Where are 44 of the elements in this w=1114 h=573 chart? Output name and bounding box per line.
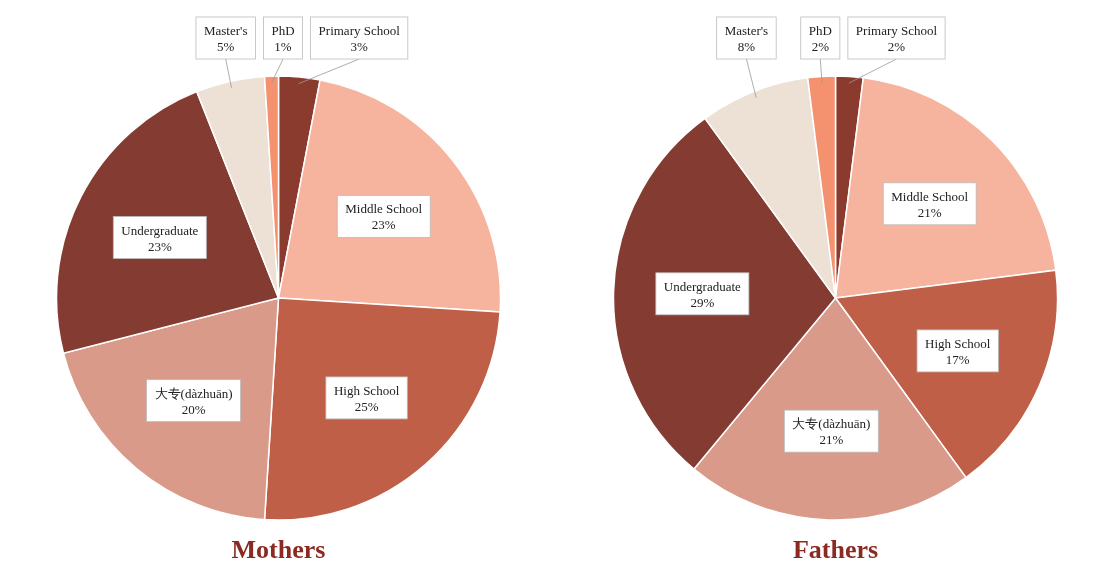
slice-label: Master's (724, 23, 769, 38)
text: Fathers (792, 535, 879, 564)
data-label: High School 17% (916, 329, 999, 373)
data-label: 1% (274, 39, 292, 54)
data-label: 8% (737, 39, 756, 54)
data-label: Master's 8% (716, 16, 777, 60)
data-label: PhD 2% (800, 16, 841, 60)
data-label: 23% (371, 217, 396, 233)
slice-label: Primary School (318, 23, 401, 38)
data-label: 2% (887, 39, 906, 54)
data-label: Master's 5% (195, 16, 256, 60)
data-label: 20% (181, 401, 206, 417)
text: Mothers (231, 535, 326, 564)
slice-label: Master's (203, 23, 248, 38)
data-label: 21% (917, 204, 942, 220)
data-label: High School 25% (325, 376, 408, 420)
data-label: 25% (354, 398, 379, 414)
data-label: Primary School 3% (310, 16, 409, 60)
data-label: Middle School 23% (336, 194, 431, 238)
data-label: 大专(dàzhuān) 20% (146, 379, 241, 423)
data-label: 23% (147, 238, 172, 254)
slice-label: Undergraduate (663, 278, 742, 294)
data-label: 21% (819, 432, 844, 448)
data-label: 29% (690, 294, 715, 310)
slice-label: 大专(dàzhuān) (154, 385, 233, 401)
slice-label: PhD (808, 23, 832, 38)
data-label: Middle School 21% (882, 182, 977, 226)
data-label: 17% (945, 351, 970, 367)
data-label: 大专(dàzhuān) 21% (783, 409, 879, 453)
data-label: 5% (217, 39, 235, 54)
slice-label: PhD (271, 23, 295, 38)
data-label: PhD 1% (263, 16, 303, 60)
slice-label: High School (333, 382, 400, 398)
slice-label: Middle School (891, 188, 969, 204)
data-label: 2% (811, 39, 830, 54)
slice-label: 大专(dàzhuān) (792, 416, 871, 432)
data-label: 3% (350, 39, 369, 54)
data-label: Undergraduate 29% (655, 272, 750, 316)
data-label: Undergraduate 23% (112, 216, 207, 259)
slice-label: Middle School (345, 201, 423, 217)
slice-label: High School (925, 335, 991, 351)
data-label: Primary School 2% (847, 16, 946, 60)
slice-label: Undergraduate (121, 222, 199, 238)
slice-label: Primary School (855, 23, 938, 38)
